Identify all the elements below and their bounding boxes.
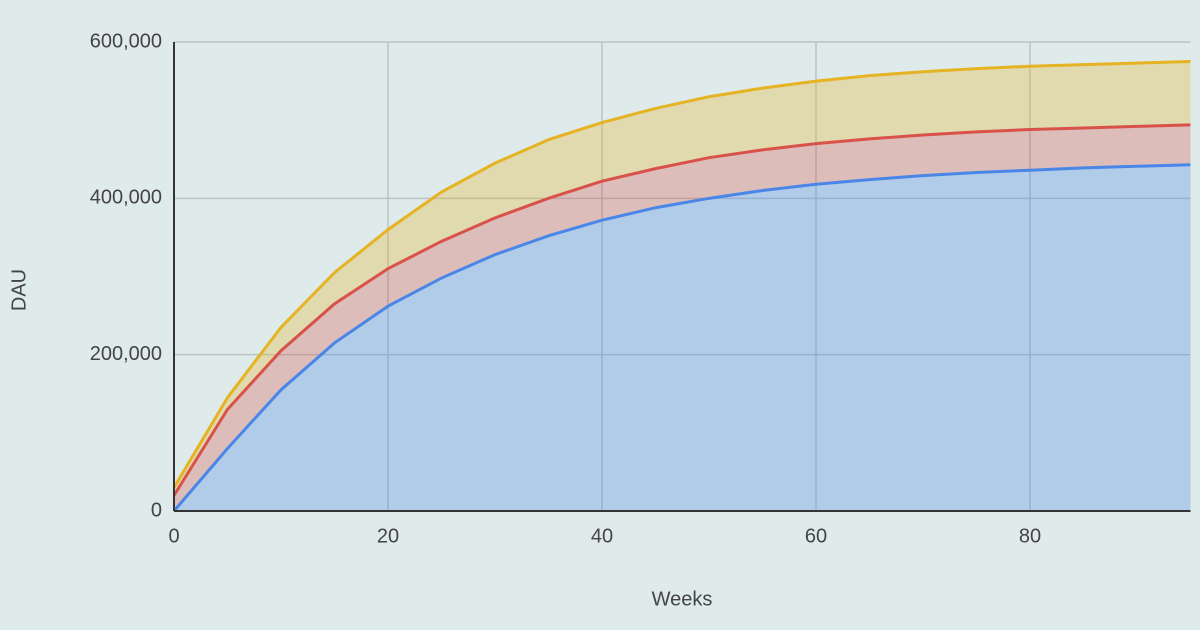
series-line <box>172 163 1191 512</box>
area-fill <box>174 164 1191 511</box>
series-line <box>172 123 1191 497</box>
x-tick-label: 60 <box>805 525 827 547</box>
area-fill <box>174 61 1191 496</box>
x-tick-label: 20 <box>377 525 399 547</box>
y-tick-label: 600,000 <box>90 30 162 52</box>
y-tick-label: 400,000 <box>90 187 162 209</box>
series-line <box>172 60 1191 489</box>
x-tick-label: 0 <box>168 525 179 547</box>
x-tick-label: 40 <box>591 525 613 547</box>
x-tick-label: 80 <box>1019 525 1041 547</box>
y-tick-label: 0 <box>151 499 162 521</box>
y-tick-label: 200,000 <box>90 343 162 365</box>
x-axis-label: Weeks <box>652 588 713 610</box>
y-axis-label: DAU <box>8 269 30 311</box>
